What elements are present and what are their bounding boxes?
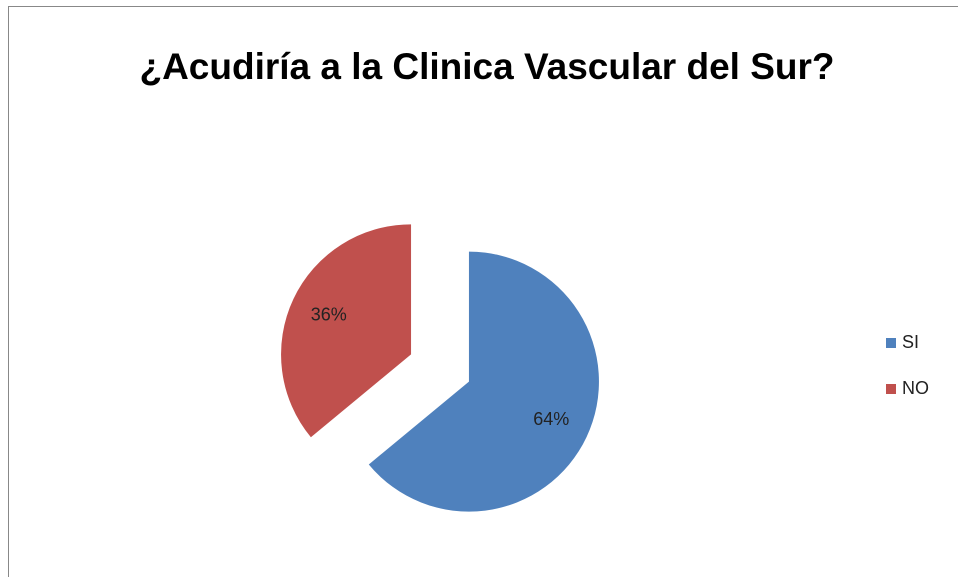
data-label: 64% (533, 409, 569, 429)
data-label: 36% (311, 304, 347, 324)
pie-slice (368, 251, 599, 512)
legend-label: SI (902, 332, 919, 352)
pie-slice (281, 224, 412, 438)
chart-frame (8, 6, 958, 577)
legend-swatch (886, 384, 896, 394)
legend-label: NO (902, 378, 929, 398)
legend-swatch (886, 338, 896, 348)
chart-title: ¿Acudiría a la Clinica Vascular del Sur? (139, 46, 835, 87)
